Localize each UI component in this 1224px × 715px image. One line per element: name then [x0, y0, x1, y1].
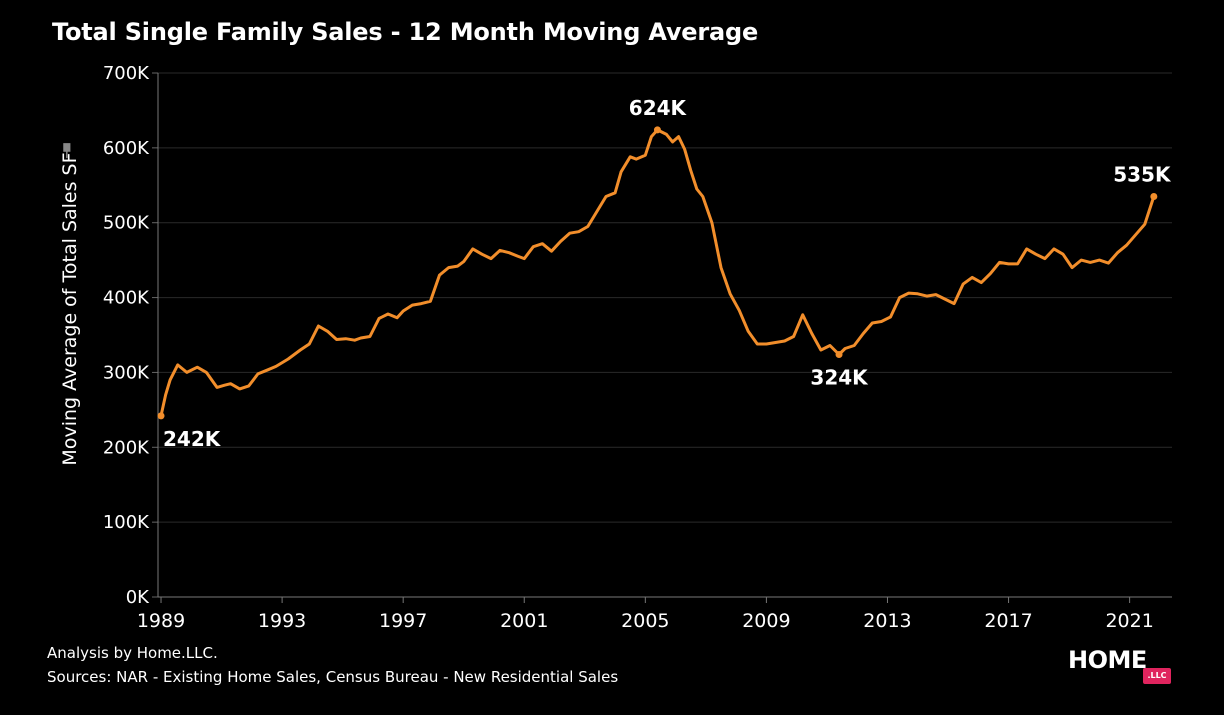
y-tick-label: 200K	[103, 437, 150, 458]
data-label: 624K	[629, 96, 688, 120]
x-tick-label: 2021	[1105, 610, 1153, 632]
y-tick-label: 100K	[103, 512, 150, 533]
y-tick-label: 500K	[103, 213, 150, 234]
y-tick-label: 0K	[126, 587, 150, 608]
data-label: 535K	[1113, 163, 1172, 187]
y-tick-label: 300K	[103, 362, 150, 383]
y-axis-title: Moving Average of Total Sales SF	[59, 152, 81, 465]
pin-icon	[63, 143, 71, 159]
analysis-credit: Analysis by Home.LLC.	[47, 644, 218, 662]
annotation-point	[157, 412, 165, 420]
x-tick-label: 2013	[863, 610, 911, 632]
x-tick-label: 1989	[137, 610, 185, 632]
x-tick-label: 2017	[984, 610, 1032, 632]
logo-badge: .LLC	[1143, 668, 1171, 684]
annotation-point	[835, 350, 843, 358]
data-label: 242K	[163, 427, 222, 451]
x-tick-label: 1993	[258, 610, 306, 632]
y-tick-label: 700K	[103, 63, 150, 84]
sources-credit: Sources: NAR - Existing Home Sales, Cens…	[47, 668, 619, 686]
data-label: 324K	[810, 365, 869, 389]
logo-text: HOME	[1068, 646, 1147, 674]
chart-title: Total Single Family Sales - 12 Month Mov…	[52, 18, 759, 46]
home-llc-logo: HOME .LLC	[1068, 646, 1178, 690]
x-tick-label: 1997	[379, 610, 427, 632]
y-tick-label: 600K	[103, 138, 150, 159]
x-tick-label: 2005	[621, 610, 669, 632]
x-tick-label: 2009	[742, 610, 790, 632]
y-tick-label: 400K	[103, 288, 150, 309]
series-line-0	[159, 128, 1156, 418]
x-tick-label: 2001	[500, 610, 548, 632]
annotation-point	[1150, 193, 1158, 201]
annotation-point	[653, 126, 661, 134]
